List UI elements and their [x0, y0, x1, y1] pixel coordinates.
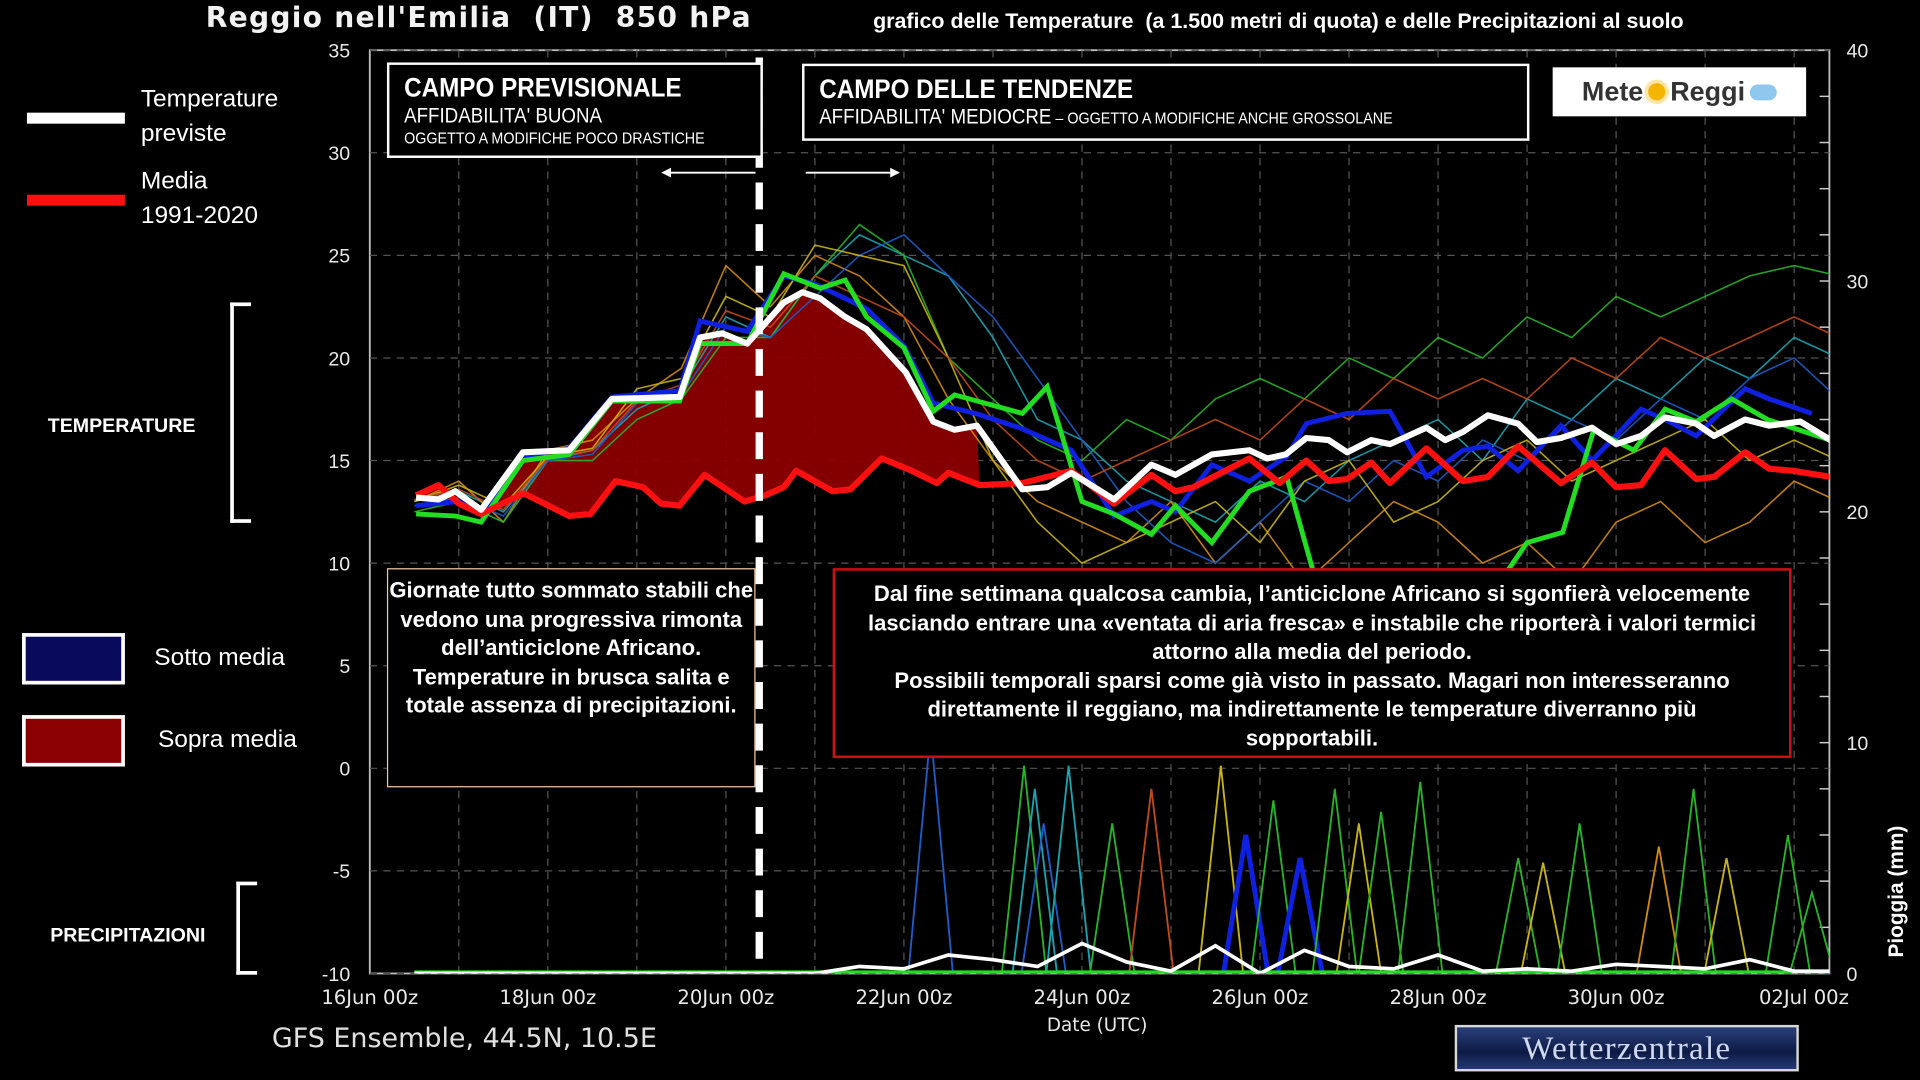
right-axis-tick-label: 20 [1847, 502, 1869, 524]
right-axis-tick-label: 10 [1847, 733, 1869, 755]
trend-field-box: CAMPO DELLE TENDENZE AFFIDABILITA' MEDIO… [802, 63, 1530, 141]
trend-note-paragraph: Possibili temporali sparsi come già vist… [894, 667, 1730, 751]
forecast-legend-label: Temperature previste [141, 82, 278, 151]
left-axis-tick-label: 35 [328, 41, 350, 63]
cloud-sun-icon [1749, 83, 1777, 100]
legend-line: Temperature [140, 85, 279, 113]
temperature-section-label: TEMPERATURE [47, 416, 196, 438]
precip-member-spike [1495, 857, 1542, 974]
mean-legend-swatch [26, 194, 125, 206]
precip-member-spike [1556, 823, 1603, 974]
meteo-reggio-logo: Mete Reggi [1552, 67, 1807, 117]
forecast-field-note: OGGETTO A MODIFICHE POCO DRASTICHE [404, 128, 705, 147]
x-axis-tick-label: 26Jun 00z [1212, 986, 1309, 1009]
x-axis-tick-label: 30Jun 00z [1568, 986, 1665, 1009]
precip-member-spike [1397, 781, 1444, 974]
below-mean-swatch [22, 633, 125, 685]
logo-text: Mete [1581, 75, 1644, 107]
precip-member-spike [1250, 800, 1297, 974]
precip-member-spike [1635, 846, 1682, 974]
right-axis-tick-label: 0 [1847, 964, 1858, 986]
plot-content [414, 223, 1830, 974]
right-axis-label: Pioggia (mm) [1884, 825, 1908, 958]
right-axis-tick-label: 40 [1847, 41, 1869, 63]
legend-line: Media [140, 167, 208, 195]
data-source-label: GFS Ensemble, 44.5N, 10.5E [271, 1023, 657, 1055]
forecast-field-title: CAMPO PREVISIONALE [404, 72, 682, 103]
left-axis-tick-label: -10 [322, 964, 350, 986]
chart-subtitle: grafico delle Temperature (a 1.500 metri… [873, 8, 1684, 34]
left-axis-tick-label: 0 [339, 759, 350, 781]
ensemble-member-line [414, 244, 1830, 565]
x-axis-tick-label: 20Jun 00z [677, 986, 774, 1009]
precip-member-spike [1011, 788, 1058, 974]
left-axis-tick-label: 10 [328, 553, 350, 575]
precip-member-spike [907, 731, 954, 974]
forecast-field-box: CAMPO PREVISIONALE AFFIDABILITA' BUONA O… [386, 62, 763, 158]
precip-member-spike [1703, 857, 1750, 974]
forecast-field-reliability: AFFIDABILITA' BUONA [404, 104, 602, 128]
x-axis-title: Date (UTC) [1047, 1015, 1147, 1036]
trend-field-reliability: AFFIDABILITA' MEDIOCRE [819, 105, 1052, 129]
legend-line: 1991-2020 [140, 202, 258, 229]
precip-member-spike [1335, 823, 1382, 974]
mean-legend-label: Media 1991-2020 [141, 164, 258, 233]
legend-line: previste [140, 120, 227, 147]
logo-text: Reggi [1670, 75, 1746, 107]
right-axis-tick-label: 30 [1847, 271, 1869, 293]
left-axis-tick-label: 30 [328, 143, 350, 165]
climatology-mean-line [414, 443, 1830, 520]
below-mean-label: Sotto media [154, 644, 285, 672]
above-mean-swatch [22, 715, 125, 767]
forecast-legend-swatch [26, 112, 125, 124]
forecast-mean-line [415, 289, 1830, 513]
left-axis-tick-label: 15 [328, 451, 350, 473]
left-axis-tick-label: 5 [339, 656, 350, 678]
trend-field-title: CAMPO DELLE TENDENZE [819, 73, 1134, 105]
trend-period-note: Dal fine settimana qualcosa cambia, l’an… [832, 568, 1792, 758]
arrow-right-head-icon [890, 167, 901, 178]
precip-mean-line [414, 941, 1830, 974]
precip-member-spike [1221, 834, 1271, 974]
x-axis-tick-label: 22Jun 00z [855, 986, 952, 1009]
precip-member-spike [1045, 765, 1092, 974]
chart-title: Reggio nell'Emilia (IT) 850 hPa [205, 2, 752, 35]
stable-period-note: Giornate tutto sommato stabili che vedon… [386, 568, 756, 788]
trend-note-paragraph: Dal fine settimana qualcosa cambia, l’an… [867, 581, 1757, 664]
x-axis-tick-label: 16Jun 00z [321, 986, 418, 1009]
wetterzentrale-logo: Wetterzentrale [1454, 1024, 1799, 1072]
x-axis-tick-label: 24Jun 00z [1034, 986, 1131, 1009]
precip-member-spike [1788, 889, 1830, 974]
arrow-left-head-icon [661, 167, 672, 178]
sun-icon [1648, 83, 1666, 101]
precip-member-spike [1128, 788, 1175, 974]
precip-member-spike [1519, 862, 1567, 974]
precip-member-spike [1311, 788, 1358, 974]
precip-member-spike [1000, 765, 1048, 974]
x-axis-tick-label: 18Jun 00z [499, 986, 596, 1009]
temperature-bracket [230, 302, 252, 523]
precipitation-section-label: PRECIPITAZIONI [50, 925, 206, 947]
precip-member-spike [1020, 823, 1067, 974]
precip-member-spike [1670, 788, 1717, 974]
precip-member-spike [1197, 765, 1245, 974]
precip-member-spike [1275, 857, 1325, 974]
trend-field-note: – OGGETTO A MODIFICHE ANCHE GROSSOLANE [1051, 108, 1393, 128]
precip-member-spike [1764, 834, 1812, 974]
left-axis-tick-label: -5 [333, 861, 351, 883]
x-axis-tick-label: 28Jun 00z [1390, 986, 1487, 1009]
ensemble-member-line [414, 223, 1830, 524]
left-axis-tick-label: 20 [328, 348, 350, 370]
precip-member-spike [1089, 823, 1136, 974]
x-axis-tick-label: 02Jul 00z [1759, 986, 1849, 1009]
precip-member-spike [1357, 811, 1405, 974]
precipitation-bracket [236, 881, 258, 975]
trend-field-reliability-line: AFFIDABILITA' MEDIOCRE – OGGETTO A MODIF… [819, 105, 1456, 129]
above-mean-label: Sopra media [157, 726, 297, 754]
left-axis-tick-label: 25 [328, 246, 350, 268]
